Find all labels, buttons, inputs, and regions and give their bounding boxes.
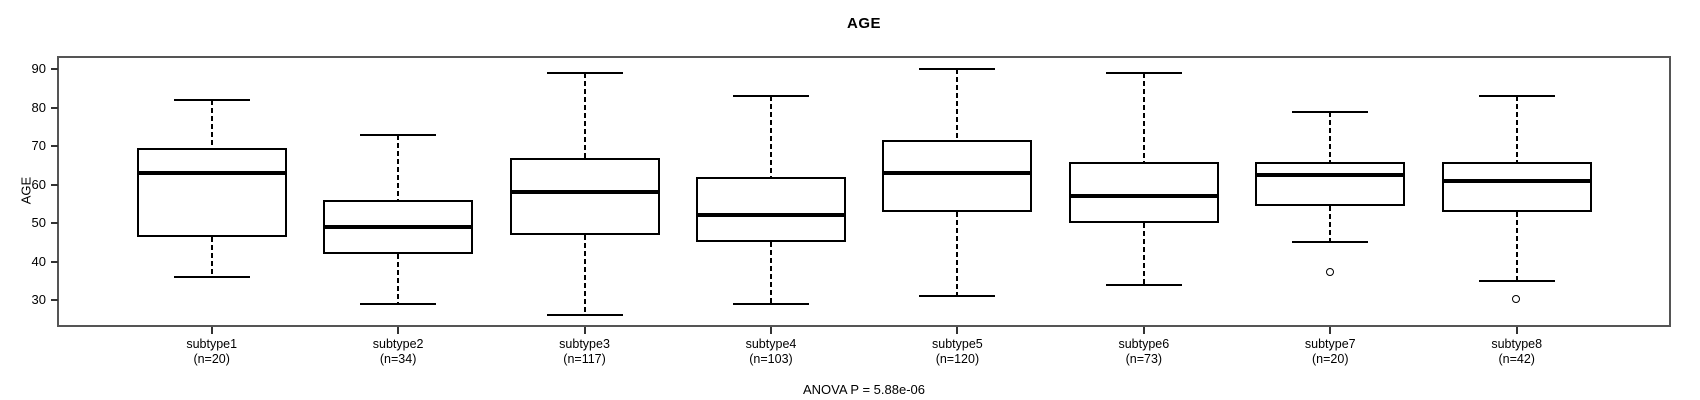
- subtype7-lower-whisker: [1329, 205, 1332, 243]
- subtype5-lower-whisker: [956, 211, 959, 297]
- subtype1-lower-whisker-cap: [173, 275, 250, 278]
- subtype4-lower-whisker: [769, 242, 772, 304]
- subtype5-category-label: subtype5 (n=120): [864, 337, 1050, 367]
- subtype6-median-line: [1068, 194, 1219, 199]
- subtype3-lower-whisker-cap: [546, 314, 623, 317]
- subtype8-outlier-point: [1512, 295, 1521, 304]
- subtype8-median-line: [1441, 178, 1592, 183]
- subtype8-upper-whisker-cap: [1478, 95, 1555, 98]
- subtype7-box: [1255, 161, 1406, 206]
- category-name: subtype5: [932, 337, 983, 351]
- subtype3-upper-whisker-cap: [546, 72, 623, 75]
- subtype5-median-line: [882, 171, 1033, 176]
- x-tick-mark: [210, 327, 213, 334]
- x-tick-mark: [769, 327, 772, 334]
- category-name: subtype4: [745, 337, 797, 351]
- subtype2-median-line: [323, 224, 474, 229]
- subtype2-category-label: subtype2 (n=34): [305, 337, 491, 367]
- y-tick-label: 60: [31, 176, 46, 192]
- subtype8-upper-whisker: [1515, 96, 1518, 162]
- subtype1-upper-whisker: [210, 100, 213, 149]
- subtype1-median-line: [136, 171, 287, 176]
- y-tick-mark: [51, 145, 58, 148]
- category-sample-size: (n=42): [1498, 352, 1535, 366]
- subtype8-box: [1441, 161, 1592, 212]
- y-tick-mark: [51, 106, 58, 109]
- subtype4-upper-whisker: [769, 96, 772, 177]
- x-tick-mark: [1142, 327, 1145, 334]
- y-tick-mark: [51, 183, 58, 186]
- subtype2-upper-whisker: [397, 134, 400, 201]
- category-name: subtype2: [372, 337, 424, 351]
- y-tick-label: 80: [31, 99, 46, 115]
- subtype1-category-label: subtype1 (n=20): [119, 337, 305, 367]
- category-name: subtype6: [1118, 337, 1170, 351]
- y-tick-mark: [51, 299, 58, 301]
- subtype8-lower-whisker: [1515, 211, 1518, 281]
- x-tick-mark: [1515, 327, 1518, 334]
- y-tick-mark: [51, 222, 58, 225]
- category-name: subtype3: [559, 337, 610, 351]
- subtype3-median-line: [509, 190, 660, 195]
- subtype5-upper-whisker: [956, 69, 959, 141]
- y-tick-mark: [51, 260, 58, 263]
- subtype6-box: [1068, 161, 1219, 224]
- category-name: subtype8: [1491, 337, 1543, 351]
- subtype2-lower-whisker-cap: [360, 302, 437, 305]
- plot-area-frame: [57, 56, 1671, 327]
- subtype6-upper-whisker: [1142, 73, 1145, 162]
- y-tick-label: 70: [31, 138, 46, 154]
- subtype6-category-label: subtype6 (n=73): [1051, 337, 1237, 367]
- subtype2-upper-whisker-cap: [360, 133, 437, 136]
- y-tick-label: 90: [31, 61, 46, 77]
- category-sample-size: (n=103): [749, 352, 793, 366]
- category-sample-size: (n=120): [935, 352, 980, 366]
- subtype7-category-label: subtype7 (n=20): [1237, 337, 1423, 367]
- subtype5-lower-whisker-cap: [919, 295, 996, 298]
- category-sample-size: (n=20): [1312, 352, 1349, 366]
- subtype2-lower-whisker: [397, 253, 400, 304]
- subtype3-box: [509, 157, 660, 235]
- subtype7-upper-whisker: [1329, 111, 1332, 162]
- x-tick-mark: [397, 327, 400, 334]
- category-sample-size: (n=20): [193, 352, 230, 366]
- x-tick-mark: [583, 327, 586, 334]
- subtype4-category-label: subtype4 (n=103): [678, 337, 864, 367]
- subtype3-lower-whisker: [583, 234, 586, 316]
- y-tick-mark: [51, 68, 58, 71]
- subtype3-category-label: subtype3 (n=117): [492, 337, 678, 367]
- x-tick-mark: [956, 327, 959, 334]
- subtype3-upper-whisker: [583, 73, 586, 158]
- subtype8-category-label: subtype8 (n=42): [1424, 337, 1610, 367]
- subtype4-median-line: [695, 213, 846, 218]
- subtype6-lower-whisker: [1142, 223, 1145, 285]
- category-sample-size: (n=73): [1125, 352, 1163, 366]
- category-name: subtype7: [1304, 337, 1356, 351]
- subtype8-lower-whisker-cap: [1478, 279, 1555, 282]
- subtype1-upper-whisker-cap: [173, 99, 250, 102]
- subtype7-median-line: [1255, 173, 1406, 178]
- y-tick-label: 30: [31, 292, 46, 307]
- category-sample-size: (n=117): [563, 352, 606, 366]
- subtype5-box: [882, 140, 1033, 212]
- anova-annotation: ANOVA P = 5.88e-06: [802, 382, 925, 397]
- category-name: subtype1: [186, 337, 238, 351]
- subtype7-outlier-point: [1325, 268, 1334, 277]
- subtype5-upper-whisker-cap: [919, 68, 996, 71]
- subtype4-box: [695, 176, 846, 243]
- subtype6-lower-whisker-cap: [1105, 283, 1182, 286]
- subtype7-upper-whisker-cap: [1292, 110, 1369, 113]
- subtype4-upper-whisker-cap: [732, 95, 809, 98]
- subtype4-lower-whisker-cap: [732, 302, 809, 305]
- category-sample-size: (n=34): [379, 352, 417, 366]
- subtype1-box: [136, 148, 287, 237]
- subtype6-upper-whisker-cap: [1105, 72, 1182, 75]
- y-tick-label: 50: [31, 215, 46, 231]
- subtype1-lower-whisker: [210, 236, 213, 277]
- y-tick-label: 40: [31, 253, 46, 269]
- chart-title: AGE: [846, 15, 881, 32]
- subtype7-lower-whisker-cap: [1292, 241, 1369, 244]
- x-tick-mark: [1329, 327, 1332, 334]
